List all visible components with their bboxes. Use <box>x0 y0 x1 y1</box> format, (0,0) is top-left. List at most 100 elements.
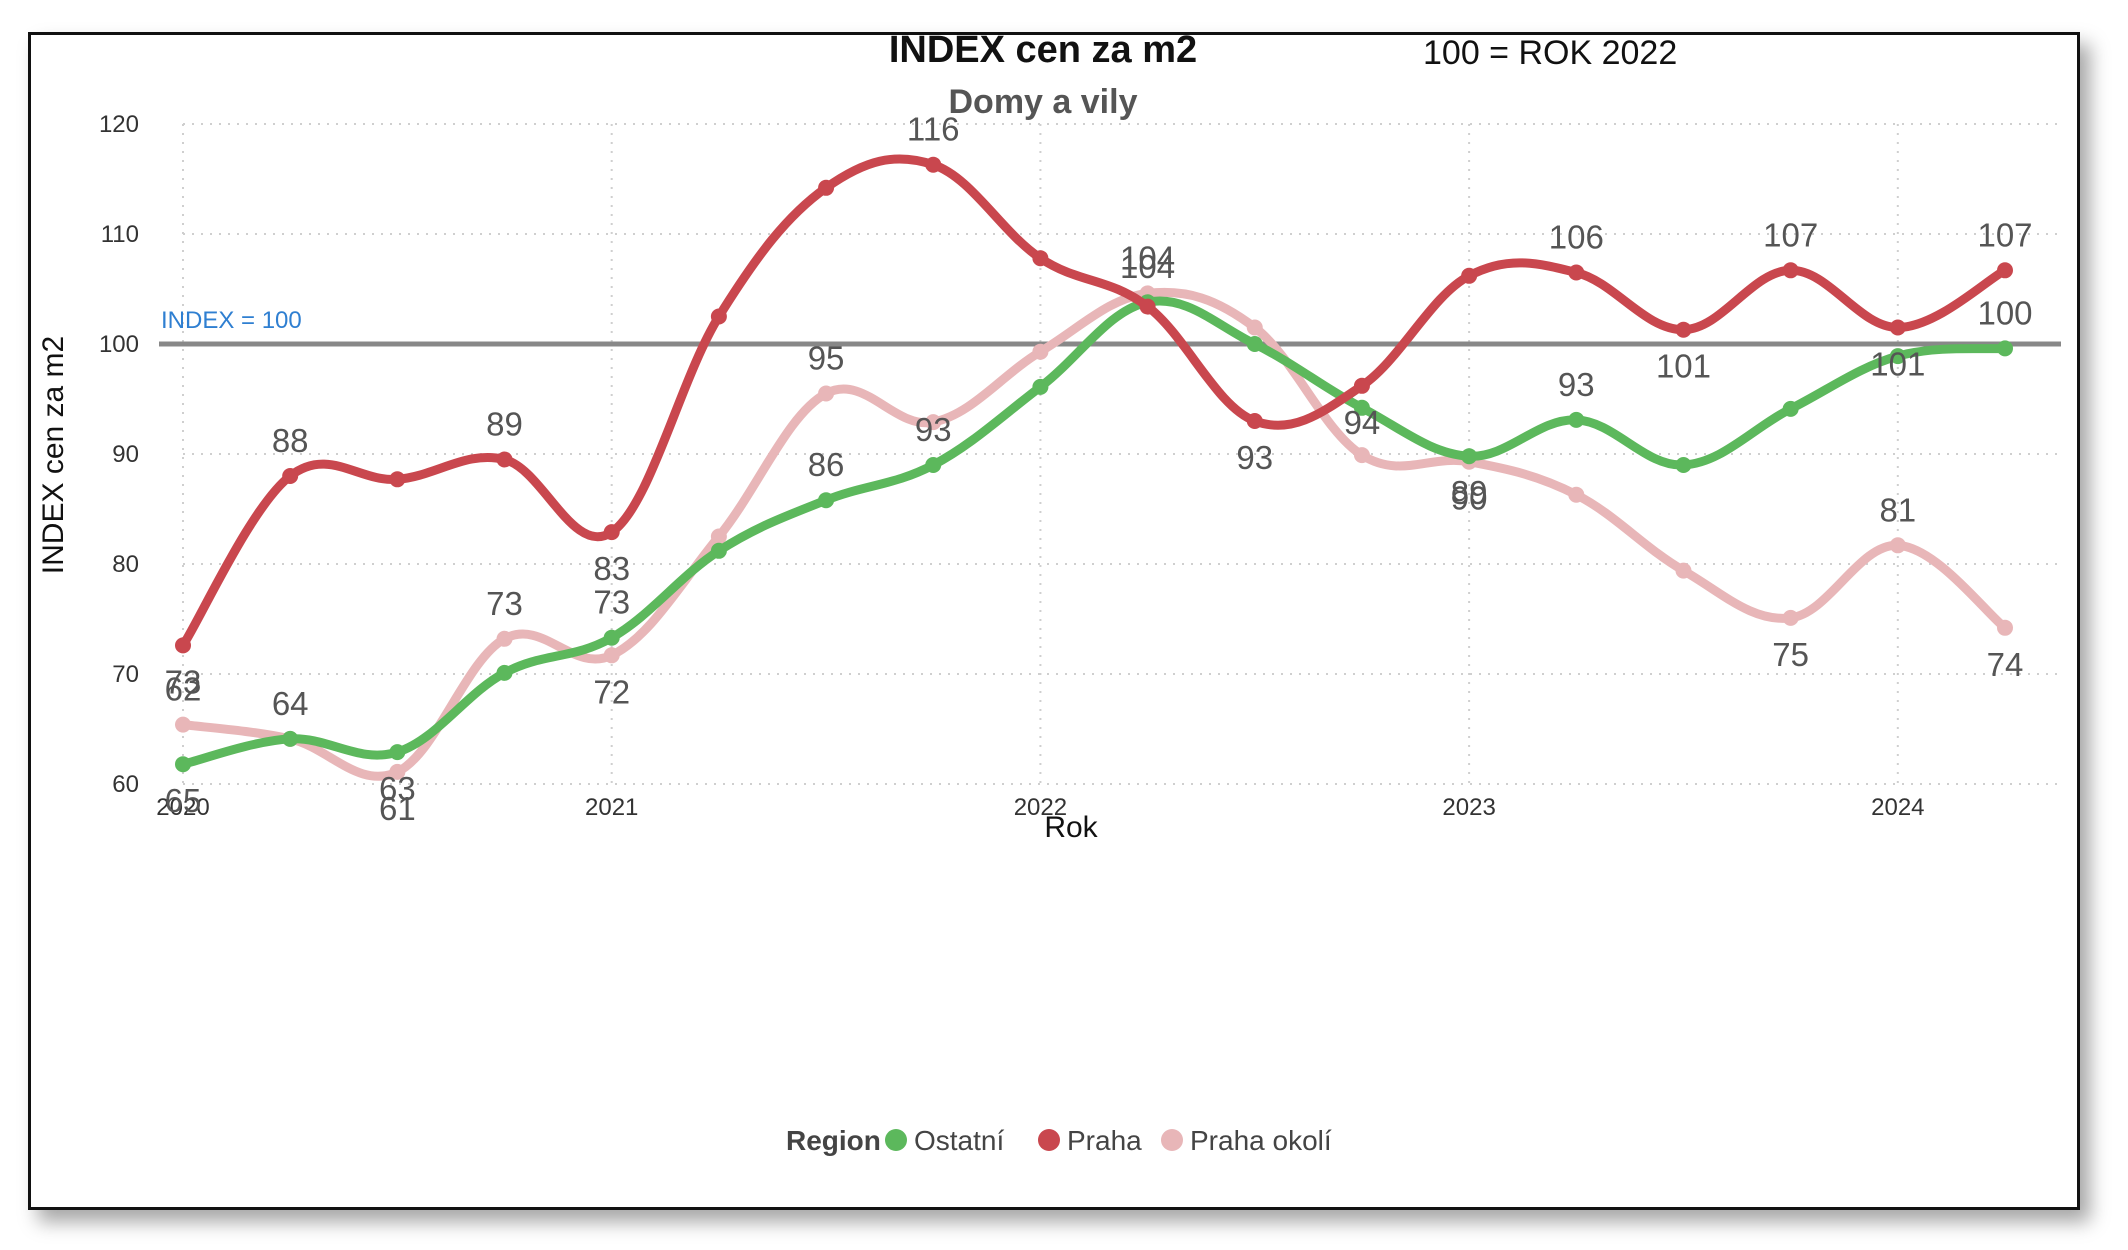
data-label: 93 <box>1558 366 1595 403</box>
data-label: 107 <box>1977 216 2032 253</box>
y-axis-label: INDEX cen za m2 <box>37 336 70 574</box>
data-label: 93 <box>1236 439 1273 476</box>
data-point <box>1246 319 1263 336</box>
data-point <box>1997 262 2013 279</box>
data-label: 104 <box>1120 239 1175 276</box>
data-point <box>1997 619 2013 636</box>
x-tick-label: 2024 <box>1871 794 1924 821</box>
line-chart: INDEX cen za m2 Domy a vily 100 = ROK 20… <box>37 35 2061 1156</box>
data-point <box>1032 250 1049 267</box>
data-point <box>1675 457 1692 473</box>
data-point <box>1139 298 1156 315</box>
legend-swatch <box>1038 1129 1060 1151</box>
data-labels: 65 64 63 73 86 93 104 89 93 100 73 88 89 83 116 93 94 106… <box>165 111 2033 827</box>
y-tick-label: 80 <box>112 551 139 578</box>
data-label: 73 <box>486 585 523 622</box>
legend-item-ostatní: Ostatní <box>914 1125 1004 1156</box>
data-point <box>1568 264 1585 281</box>
data-point <box>175 716 191 733</box>
data-label: 100 <box>1977 294 2032 331</box>
data-label: 62 <box>165 671 202 708</box>
data-point <box>1246 413 1263 429</box>
data-point <box>496 451 513 468</box>
y-tick-label: 100 <box>99 331 139 358</box>
data-label: 73 <box>593 584 630 621</box>
axis-ticks: 60 70 80 90 100 110 120 2020 2021 2022 2023 2024 <box>99 111 1925 821</box>
data-label: 63 <box>379 770 416 807</box>
data-point <box>1461 448 1478 465</box>
series-line-praha-okolí <box>178 287 2010 781</box>
data-label: 73 <box>165 663 202 700</box>
data-label: 104 <box>1120 248 1175 285</box>
data-label: 74 <box>1987 646 2024 683</box>
chart-frame: INDEX cen za m2 Domy a vily 100 = ROK 20… <box>28 32 2080 1210</box>
data-point <box>1353 399 1370 416</box>
data-point <box>1032 343 1049 360</box>
data-point <box>818 179 835 196</box>
data-point <box>1032 378 1049 395</box>
data-point <box>1461 267 1478 284</box>
legend-swatch <box>1161 1129 1183 1151</box>
data-point <box>710 542 727 559</box>
data-point <box>603 524 620 541</box>
data-point <box>1353 447 1370 464</box>
series-line-praha <box>178 154 2010 650</box>
data-point <box>496 630 513 647</box>
data-label: 106 <box>1549 219 1604 256</box>
legend-item-praha-okolí: Praha okolí <box>1190 1125 1332 1156</box>
data-label: 72 <box>593 673 630 710</box>
data-point <box>818 385 835 402</box>
data-label: 116 <box>907 111 960 148</box>
data-point <box>1353 377 1370 394</box>
data-point <box>282 468 299 484</box>
x-tick-label: 2022 <box>1014 794 1067 821</box>
series-lines <box>175 154 2013 781</box>
chart-title: INDEX cen za m2 <box>889 35 1197 71</box>
data-point <box>818 492 835 509</box>
data-point <box>603 647 620 664</box>
legend: Region Ostatní Praha Praha okolí <box>786 1125 1332 1156</box>
data-point <box>603 629 620 646</box>
y-tick-label: 90 <box>112 441 139 468</box>
legend-item-praha: Praha <box>1067 1125 1142 1156</box>
data-label: 101 <box>1656 348 1711 385</box>
legend-title: Region <box>786 1125 881 1156</box>
data-label: 95 <box>808 340 845 377</box>
data-point <box>389 471 406 488</box>
chart-subtitle: Domy a vily <box>949 83 1138 121</box>
data-label: 75 <box>1772 636 1809 673</box>
y-tick-label: 110 <box>101 221 139 248</box>
data-point <box>175 637 191 654</box>
x-tick-label: 2023 <box>1442 794 1495 821</box>
data-label: 93 <box>915 411 952 448</box>
reference-line-group: INDEX = 100 <box>159 307 2061 347</box>
data-point <box>282 730 299 747</box>
legend-swatch <box>885 1129 907 1151</box>
data-point <box>1782 400 1799 417</box>
data-point <box>1997 340 2013 357</box>
data-label: 89 <box>486 406 523 443</box>
data-label: 107 <box>1763 216 1818 253</box>
chart-note: 100 = ROK 2022 <box>1423 35 1677 72</box>
x-tick-label: 2020 <box>156 794 209 821</box>
reference-line-label: INDEX = 100 <box>161 307 302 334</box>
data-point <box>1782 609 1799 626</box>
data-point <box>1889 537 1906 554</box>
data-label: 90 <box>1451 480 1488 517</box>
data-point <box>1568 411 1585 428</box>
data-point <box>1782 262 1799 279</box>
data-label: 65 <box>165 782 202 819</box>
data-label: 101 <box>1870 346 1925 383</box>
data-point <box>389 763 406 780</box>
data-label: 64 <box>272 685 309 722</box>
data-label: 83 <box>593 550 630 587</box>
x-axis-label: Rok <box>1044 811 1098 844</box>
data-point <box>1889 319 1906 336</box>
y-tick-label: 120 <box>99 111 139 138</box>
y-tick-label: 70 <box>112 661 139 688</box>
data-point <box>1889 348 1906 365</box>
data-point <box>710 528 727 545</box>
gridlines <box>182 123 2061 785</box>
data-point <box>389 744 406 761</box>
data-point <box>1246 336 1263 352</box>
